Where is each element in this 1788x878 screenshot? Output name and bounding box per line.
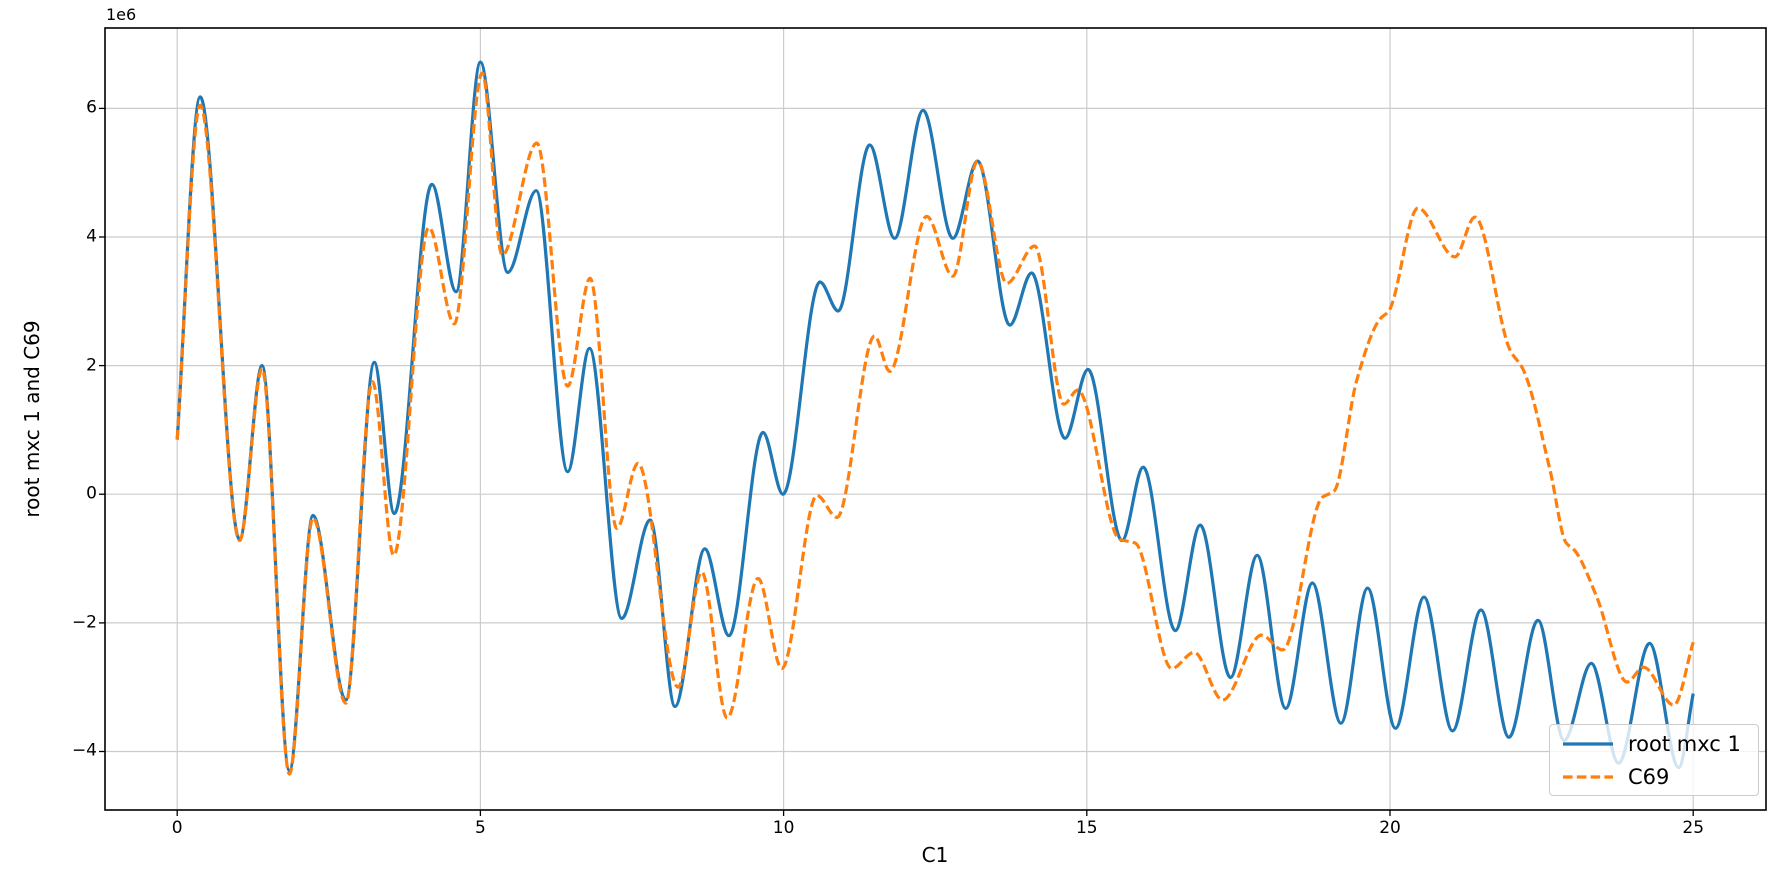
y-tick-label: 0 bbox=[86, 483, 97, 504]
legend-item: root mxc 1 bbox=[1558, 729, 1750, 758]
x-axis-label: C1 bbox=[921, 843, 949, 867]
legend-label: root mxc 1 bbox=[1628, 731, 1741, 756]
legend: root mxc 1 C69 bbox=[1549, 724, 1759, 796]
y-tick-label: −2 bbox=[71, 612, 97, 633]
x-tick-label: 5 bbox=[474, 818, 486, 838]
y-tick-label: 6 bbox=[86, 97, 97, 118]
legend-item: C69 bbox=[1558, 762, 1750, 791]
legend-line-sample-dashed bbox=[1563, 774, 1613, 779]
legend-label: C69 bbox=[1628, 764, 1670, 789]
y-tick-label: 4 bbox=[86, 226, 97, 247]
plot-border bbox=[104, 27, 1767, 811]
x-tick-label: 20 bbox=[1379, 818, 1401, 838]
x-tick-label: 0 bbox=[171, 818, 183, 838]
x-tick-label: 10 bbox=[772, 818, 795, 838]
legend-line-sample-solid bbox=[1563, 741, 1613, 746]
series-C69 bbox=[175, 71, 1695, 776]
y-tick-label: −4 bbox=[71, 740, 97, 761]
series-root-mxc-1 bbox=[175, 60, 1695, 773]
y-tick-label: 2 bbox=[86, 355, 97, 376]
x-tick-label: 25 bbox=[1682, 818, 1705, 838]
y-axis-offset-text: 1e6 bbox=[106, 5, 137, 24]
x-tick-label: 15 bbox=[1075, 818, 1098, 838]
